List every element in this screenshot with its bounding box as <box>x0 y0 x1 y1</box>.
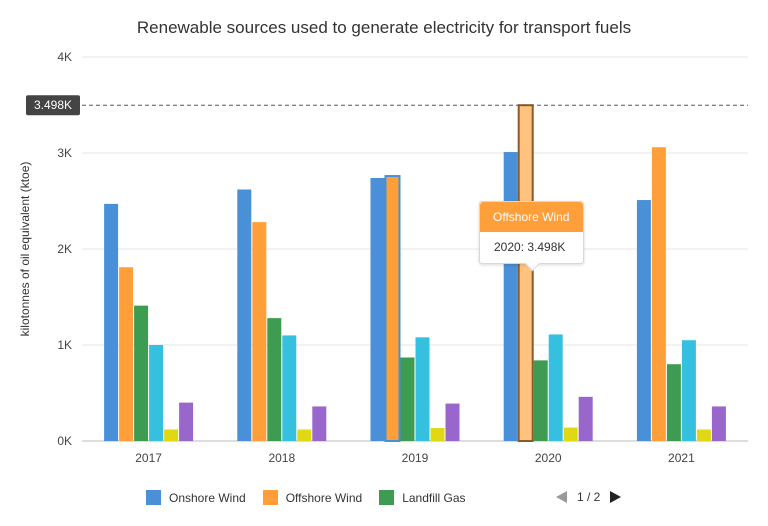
previous-page-icon[interactable] <box>556 491 567 503</box>
tooltip: Offshore Wind 2020: 3.498K <box>479 201 584 272</box>
y-tick-label: 0K <box>57 434 72 448</box>
bar <box>370 177 385 441</box>
bars <box>104 104 726 443</box>
legend-pager: 1 / 2 <box>556 490 622 504</box>
bar <box>681 340 696 441</box>
x-tick-label: 2020 <box>535 451 562 465</box>
bar <box>282 335 297 441</box>
bar <box>578 396 593 441</box>
bar <box>533 360 548 441</box>
bar <box>548 334 563 441</box>
bar <box>134 305 149 441</box>
legend-page-label: 1 / 2 <box>577 490 601 504</box>
bar <box>503 152 518 442</box>
tooltip-series-name: Offshore Wind <box>480 202 583 232</box>
bar <box>517 104 534 443</box>
legend-swatch <box>379 490 395 505</box>
bar <box>563 427 578 441</box>
bar <box>312 406 327 441</box>
bar <box>164 429 179 441</box>
bar <box>252 222 267 441</box>
bar <box>179 402 194 441</box>
y-axis-ticks: 0K 1K 2K 3K 4K <box>57 50 72 448</box>
bar <box>651 147 666 442</box>
legend-swatch <box>262 490 278 505</box>
legend-label: Offshore Wind <box>285 490 363 505</box>
legend-label: Landfill Gas <box>402 490 466 505</box>
x-tick-label: 2017 <box>135 451 162 465</box>
bar <box>119 267 134 441</box>
reference-line-group: 3.498K <box>26 95 748 116</box>
reference-line-badge <box>26 95 80 116</box>
y-tick-label: 1K <box>57 338 72 352</box>
bar <box>237 189 252 441</box>
bar <box>297 429 312 441</box>
bar <box>430 428 445 441</box>
legend-item-landfill-gas[interactable]: Landfill Gas <box>379 490 466 505</box>
next-page-icon[interactable] <box>610 491 622 503</box>
x-tick-label: 2019 <box>402 451 429 465</box>
y-tick-label: 2K <box>57 242 72 256</box>
legend: Onshore Wind Offshore Wind Landfill Gas <box>146 490 483 505</box>
x-axis-ticks: 2017 2018 2019 2020 2021 <box>135 451 695 465</box>
x-tick-label: 2018 <box>268 451 295 465</box>
legend-item-offshore-wind[interactable]: Offshore Wind <box>262 490 363 505</box>
bar <box>666 364 681 441</box>
legend-label: Onshore Wind <box>169 490 246 505</box>
bar <box>400 357 415 441</box>
bar <box>415 337 430 441</box>
y-axis-label: kilotonnes of oil equivalent (ktoe) <box>18 162 32 337</box>
bar <box>636 200 651 441</box>
bar <box>104 203 119 441</box>
y-tick-label: 3K <box>57 146 72 160</box>
bar <box>445 403 460 441</box>
x-tick-label: 2021 <box>668 451 695 465</box>
legend-swatch <box>146 490 161 505</box>
bar <box>384 175 401 442</box>
bar <box>711 406 726 441</box>
chart-title: Renewable sources used to generate elect… <box>137 18 631 37</box>
legend-item-onshore-wind[interactable]: Onshore Wind <box>146 490 246 505</box>
bar <box>149 345 164 441</box>
y-tick-label: 4K <box>57 50 72 64</box>
tooltip-value: 2020: 3.498K <box>494 240 566 254</box>
bar <box>267 318 282 441</box>
reference-line-label: 3.498K <box>34 98 72 112</box>
bar <box>696 429 711 441</box>
